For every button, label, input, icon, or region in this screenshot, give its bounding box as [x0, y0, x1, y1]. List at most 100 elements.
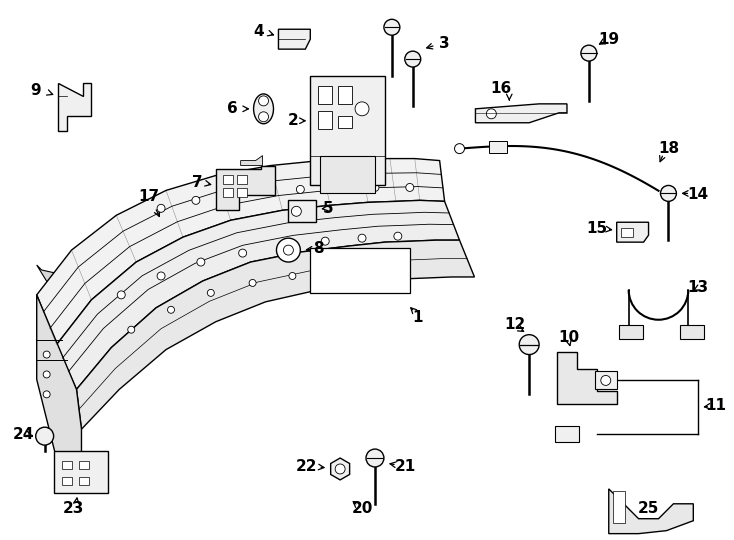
FancyBboxPatch shape	[490, 140, 507, 153]
Circle shape	[321, 237, 329, 245]
FancyBboxPatch shape	[288, 200, 316, 222]
FancyBboxPatch shape	[236, 176, 247, 185]
FancyBboxPatch shape	[222, 176, 233, 185]
Circle shape	[43, 371, 50, 378]
Circle shape	[157, 272, 165, 280]
Circle shape	[157, 204, 165, 212]
Text: 14: 14	[688, 187, 709, 202]
Circle shape	[329, 267, 335, 273]
Polygon shape	[57, 200, 459, 389]
FancyBboxPatch shape	[79, 477, 90, 485]
FancyBboxPatch shape	[79, 461, 90, 469]
FancyBboxPatch shape	[62, 477, 71, 485]
FancyBboxPatch shape	[310, 248, 410, 293]
Circle shape	[406, 184, 414, 191]
Circle shape	[336, 185, 344, 192]
Circle shape	[358, 234, 366, 242]
Text: 5: 5	[323, 201, 333, 216]
Text: 4: 4	[253, 24, 264, 39]
FancyBboxPatch shape	[320, 156, 375, 193]
Text: 1: 1	[413, 310, 423, 325]
FancyBboxPatch shape	[310, 76, 385, 185]
Circle shape	[261, 187, 269, 195]
FancyBboxPatch shape	[62, 461, 71, 469]
Circle shape	[239, 249, 247, 257]
Circle shape	[335, 464, 345, 474]
Text: 8: 8	[313, 241, 324, 255]
Text: 7: 7	[192, 175, 202, 190]
FancyBboxPatch shape	[319, 86, 333, 104]
Text: 2: 2	[288, 113, 299, 129]
Text: 6: 6	[228, 102, 238, 116]
FancyBboxPatch shape	[236, 188, 247, 198]
Circle shape	[454, 144, 465, 153]
Circle shape	[291, 206, 302, 217]
Circle shape	[43, 351, 50, 358]
Text: 16: 16	[491, 82, 512, 97]
FancyBboxPatch shape	[338, 116, 352, 128]
Text: 19: 19	[598, 32, 619, 46]
Circle shape	[371, 184, 379, 191]
Circle shape	[258, 112, 269, 122]
Polygon shape	[476, 104, 567, 123]
Text: 23: 23	[63, 501, 84, 516]
Circle shape	[249, 280, 256, 286]
Circle shape	[394, 232, 401, 240]
Circle shape	[355, 102, 369, 116]
FancyBboxPatch shape	[621, 228, 633, 237]
Text: 24: 24	[13, 427, 34, 442]
Text: 17: 17	[139, 189, 160, 204]
Circle shape	[365, 264, 371, 271]
Circle shape	[384, 19, 400, 35]
Text: 22: 22	[296, 460, 317, 475]
Text: 21: 21	[395, 460, 416, 475]
Circle shape	[289, 273, 296, 280]
Circle shape	[43, 391, 50, 398]
FancyBboxPatch shape	[619, 325, 642, 339]
Circle shape	[283, 245, 294, 255]
Text: 3: 3	[439, 36, 450, 51]
Circle shape	[581, 45, 597, 61]
Polygon shape	[278, 29, 310, 49]
Circle shape	[36, 427, 54, 445]
Circle shape	[192, 197, 200, 204]
Text: 10: 10	[559, 330, 580, 345]
Circle shape	[297, 185, 305, 193]
Circle shape	[400, 260, 407, 267]
Text: 25: 25	[638, 501, 659, 516]
Polygon shape	[617, 222, 649, 242]
Polygon shape	[37, 159, 445, 345]
Circle shape	[277, 238, 300, 262]
Circle shape	[487, 109, 496, 119]
Polygon shape	[216, 166, 275, 210]
Ellipse shape	[253, 94, 274, 124]
Text: 15: 15	[586, 221, 607, 236]
Circle shape	[227, 191, 235, 199]
Circle shape	[128, 326, 135, 333]
FancyBboxPatch shape	[613, 491, 625, 523]
FancyBboxPatch shape	[680, 325, 704, 339]
Polygon shape	[37, 265, 131, 340]
FancyBboxPatch shape	[338, 86, 352, 104]
Polygon shape	[76, 240, 474, 429]
FancyBboxPatch shape	[319, 111, 333, 129]
Polygon shape	[57, 83, 92, 131]
Circle shape	[661, 185, 677, 201]
Text: 13: 13	[688, 280, 709, 295]
Circle shape	[207, 289, 214, 296]
Text: 12: 12	[504, 317, 526, 332]
Circle shape	[117, 291, 126, 299]
FancyBboxPatch shape	[555, 426, 579, 442]
Text: 20: 20	[352, 501, 373, 516]
Circle shape	[280, 242, 288, 250]
FancyBboxPatch shape	[222, 188, 233, 198]
Circle shape	[519, 335, 539, 355]
Polygon shape	[241, 156, 263, 166]
FancyBboxPatch shape	[54, 451, 109, 493]
Circle shape	[197, 258, 205, 266]
Polygon shape	[608, 489, 694, 534]
Text: 9: 9	[30, 83, 41, 98]
Circle shape	[258, 96, 269, 106]
Circle shape	[366, 449, 384, 467]
Polygon shape	[37, 295, 81, 459]
